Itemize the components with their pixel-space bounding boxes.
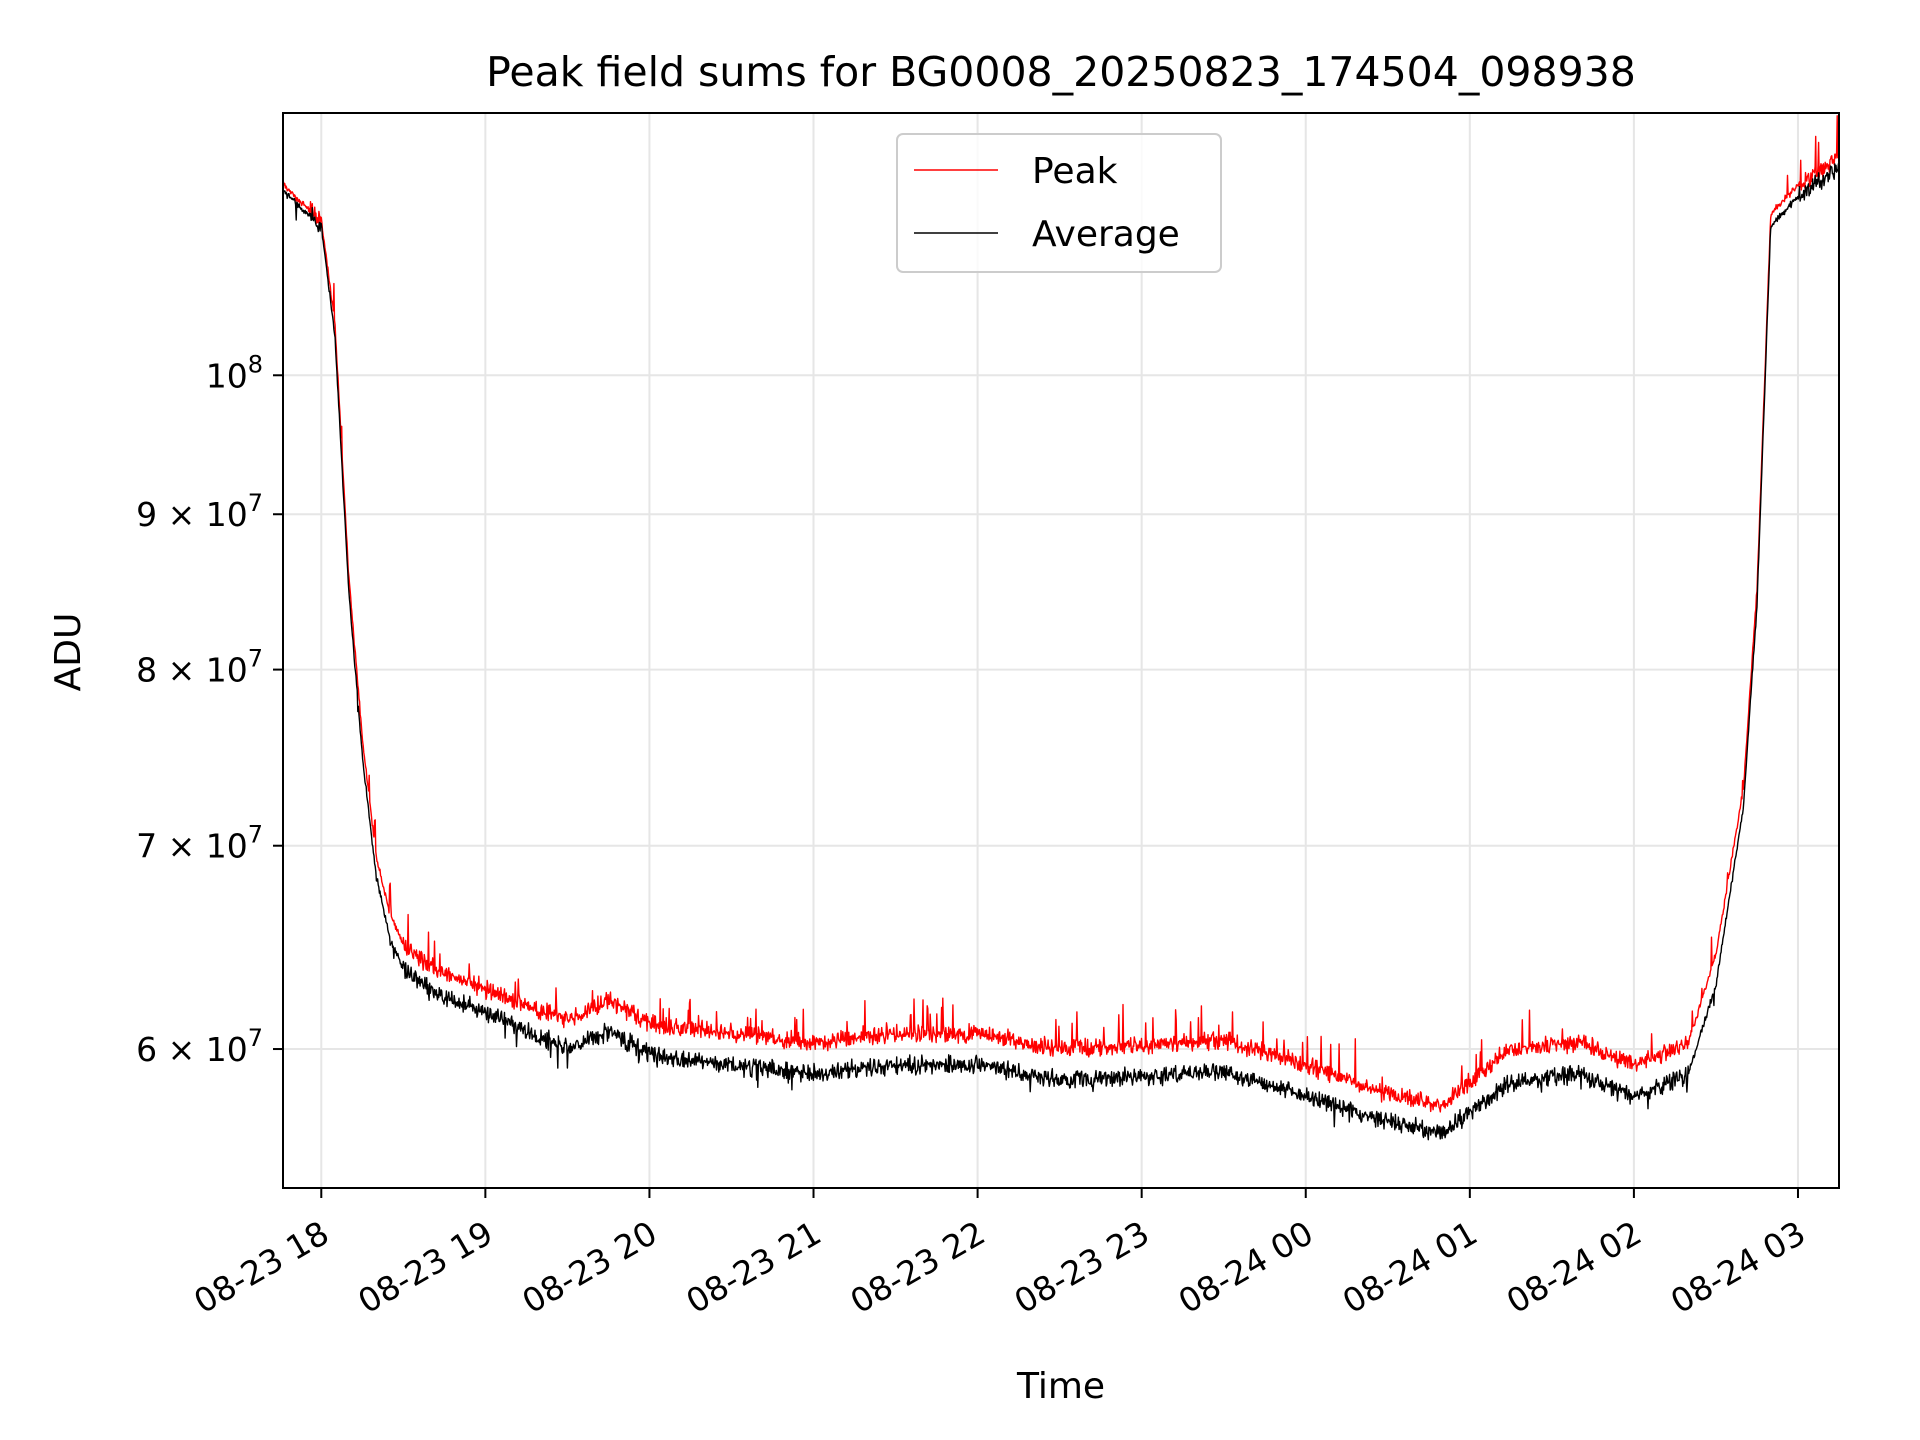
series-layer bbox=[283, 115, 1839, 1141]
series-line-peak bbox=[283, 115, 1839, 1113]
legend: Peak Average bbox=[896, 133, 1222, 273]
axes-frame bbox=[282, 112, 1840, 1189]
y-tick-label: 6 × 107 bbox=[136, 1024, 263, 1069]
y-tick-label: 108 bbox=[206, 350, 263, 395]
legend-label-peak: Peak bbox=[1032, 151, 1118, 192]
x-axis-label: Time bbox=[1016, 1366, 1105, 1407]
y-tick-label: 9 × 107 bbox=[136, 489, 263, 534]
plot-area bbox=[283, 115, 1839, 1141]
legend-box bbox=[896, 133, 1222, 273]
series-line-average bbox=[283, 163, 1839, 1141]
y-tick-label: 8 × 107 bbox=[136, 645, 263, 690]
y-axis: 6 × 107 7 × 107 8 × 107 9 × 107 108 bbox=[136, 350, 283, 1069]
legend-label-average: Average bbox=[1032, 214, 1180, 255]
chart-title: Peak field sums for BG0008_20250823_1745… bbox=[486, 48, 1636, 96]
y-tick-label: 7 × 107 bbox=[136, 821, 263, 866]
y-axis-label: ADU bbox=[48, 613, 89, 692]
